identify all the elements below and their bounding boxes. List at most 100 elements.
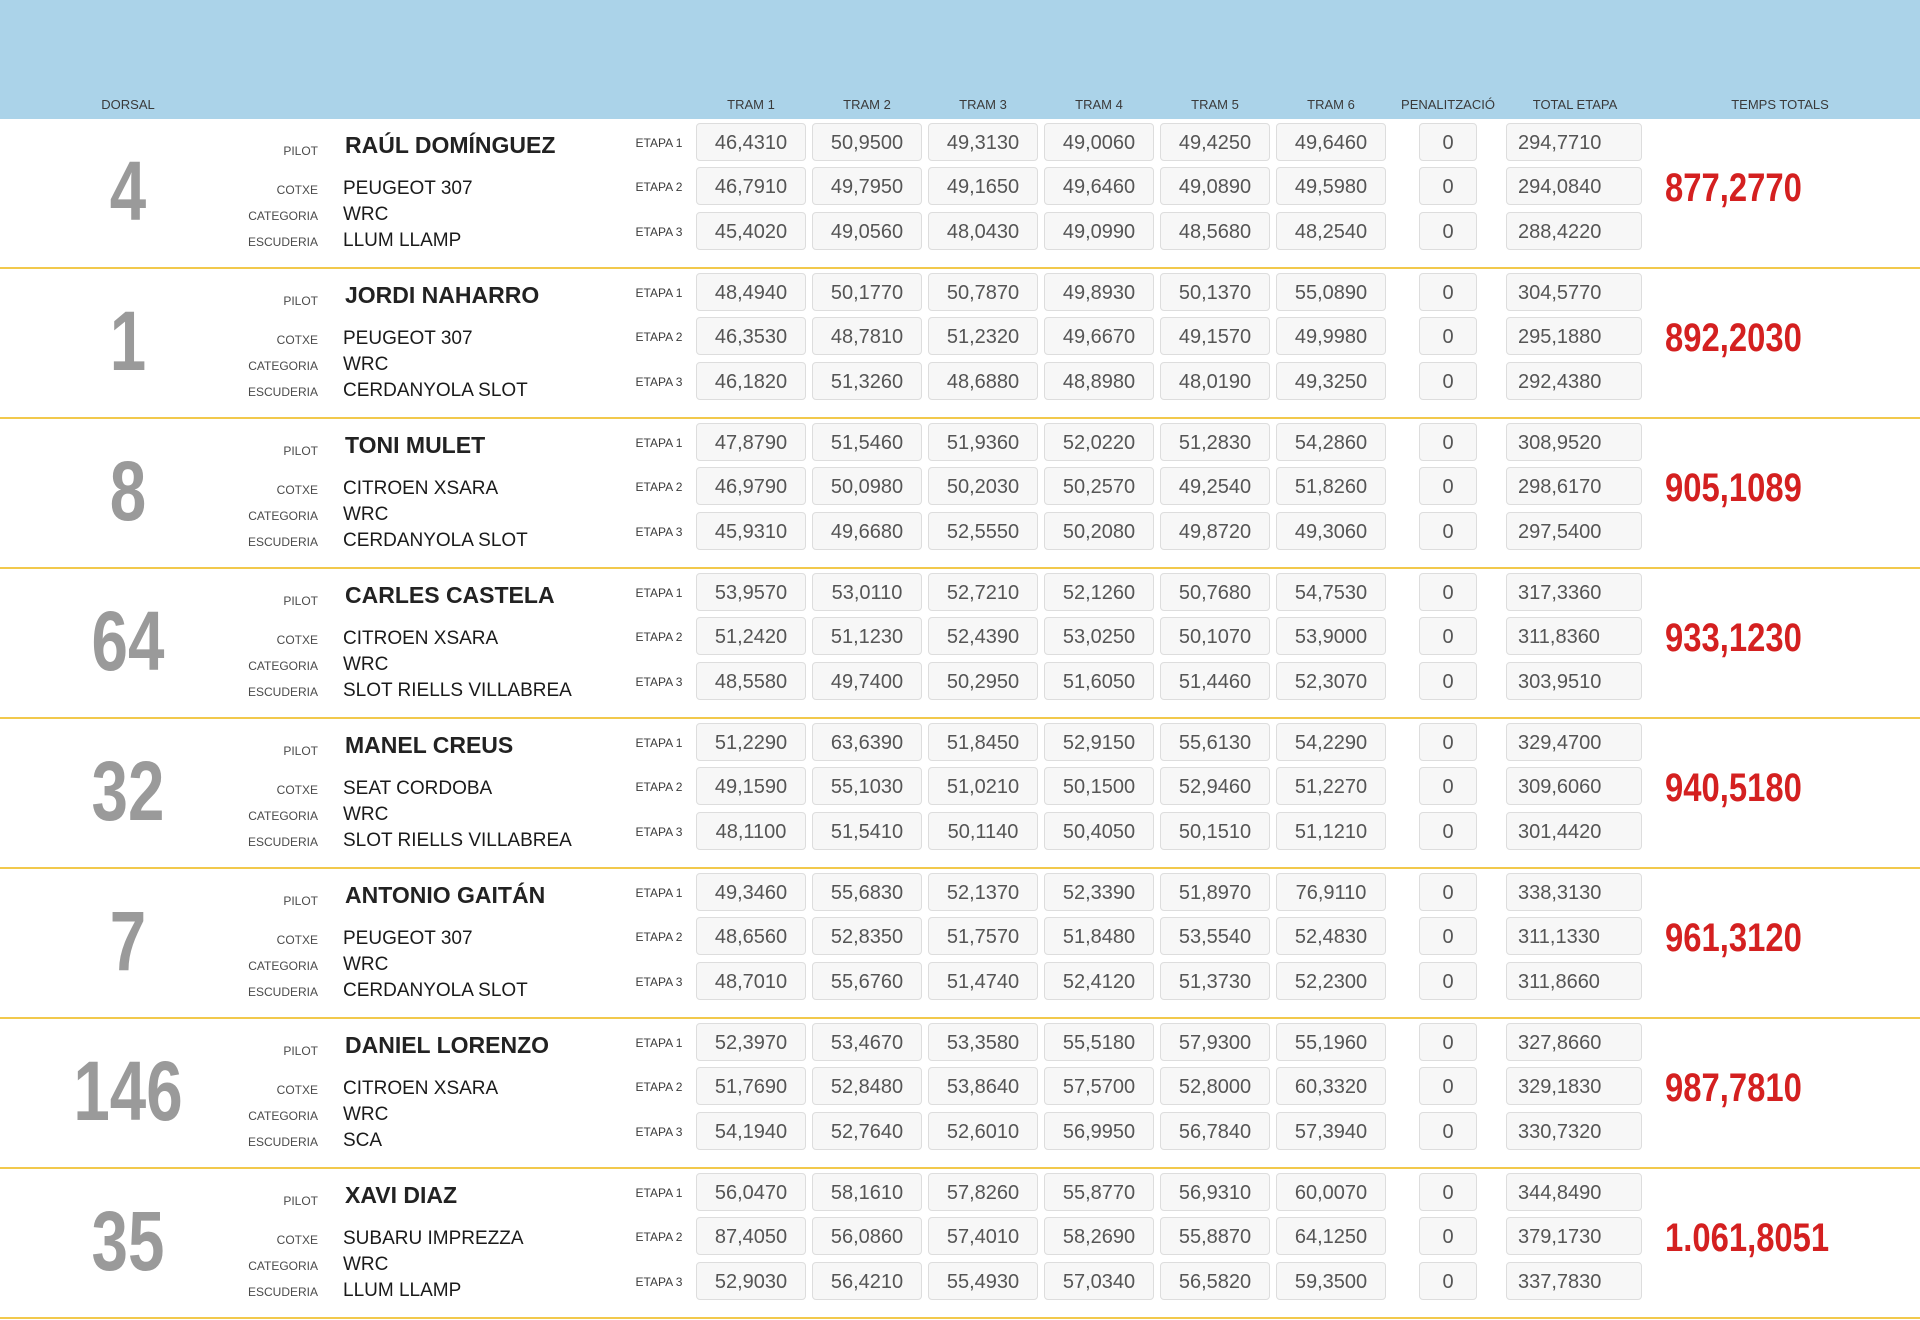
total-etapa-cell: 338,3130 — [1506, 873, 1642, 911]
categoria-label: CATEGORIA — [248, 959, 318, 973]
total-etapa-cell: 317,3360 — [1506, 573, 1642, 611]
tram-time-cell: 49,0560 — [812, 212, 922, 250]
cotxe-value: PEUGEOT 307 — [343, 328, 473, 349]
escuderia-label: ESCUDERIA — [247, 535, 318, 549]
tram-time-cell: 49,7950 — [812, 167, 922, 205]
entry-row: 146 PILOT DANIEL LORENZO COTXE CITROEN XSARA… — [0, 1019, 1920, 1169]
tram-time-cell: 48,6560 — [696, 917, 806, 955]
categoria-label: CATEGORIA — [248, 209, 318, 223]
tram-time-cell: 49,0890 — [1160, 167, 1270, 205]
categoria-label: CATEGORIA — [248, 509, 318, 523]
tram-time-cell: 59,3500 — [1276, 1262, 1386, 1300]
tram-time-cell: 52,7210 — [928, 573, 1038, 611]
tram-time-cell: 49,6460 — [1044, 167, 1154, 205]
tram-time-cell: 46,4310 — [696, 123, 806, 161]
escuderia-value: SCA — [343, 1130, 383, 1151]
tram-time-cell: 50,1140 — [928, 812, 1038, 850]
tram-time-cell: 58,1610 — [812, 1173, 922, 1211]
penalitzacio-cell: 0 — [1419, 317, 1477, 355]
escuderia-label: ESCUDERIA — [247, 985, 318, 999]
categoria-value: WRC — [343, 354, 389, 375]
dorsal-header: DORSAL — [101, 97, 155, 112]
categoria-value: WRC — [343, 1104, 389, 1125]
entry-row: 35 PILOT XAVI DIAZ COTXE SUBARU IMPREZZA CATE… — [0, 1169, 1920, 1319]
tram-time-cell: 50,2030 — [928, 467, 1038, 505]
tram-time-cell: 49,0060 — [1044, 123, 1154, 161]
etapa-label: ETAPA 1 — [635, 1186, 683, 1200]
tram-2-header: TRAM 2 — [843, 97, 891, 112]
tram-time-cell: 50,7680 — [1160, 573, 1270, 611]
etapa-label: ETAPA 2 — [635, 780, 683, 794]
tram-time-cell: 57,0340 — [1044, 1262, 1154, 1300]
entry-row: 32 PILOT MANEL CREUS COTXE SEAT CORDOBA CATEG… — [0, 719, 1920, 869]
escuderia-value: CERDANYOLA SLOT — [343, 380, 528, 401]
tram-time-cell: 45,4020 — [696, 212, 806, 250]
tram-1-header: TRAM 1 — [727, 97, 775, 112]
tram-time-cell: 76,9110 — [1276, 873, 1386, 911]
entry-row: 7 PILOT ANTONIO GAITÁN COTXE PEUGEOT 307 CATE… — [0, 869, 1920, 1019]
cotxe-label: COTXE — [276, 783, 318, 797]
tram-time-cell: 53,0250 — [1044, 617, 1154, 655]
penalitzacio-cell: 0 — [1419, 1067, 1477, 1105]
tram-time-cell: 64,1250 — [1276, 1217, 1386, 1255]
tram-time-cell: 50,2570 — [1044, 467, 1154, 505]
cotxe-value: SUBARU IMPREZZA — [343, 1228, 524, 1249]
tram-time-cell: 51,8970 — [1160, 873, 1270, 911]
penalitzacio-cell: 0 — [1419, 123, 1477, 161]
pilot-name: JORDI NAHARRO — [345, 282, 540, 308]
cotxe-value: PEUGEOT 307 — [343, 928, 473, 949]
tram-time-cell: 48,2540 — [1276, 212, 1386, 250]
pilot-name: TONI MULET — [345, 432, 486, 458]
penalitzacio-cell: 0 — [1419, 423, 1477, 461]
escuderia-label: ESCUDERIA — [247, 835, 318, 849]
tram-time-cell: 55,6760 — [812, 962, 922, 1000]
etapa-label: ETAPA 1 — [635, 286, 683, 300]
tram-time-cell: 51,3730 — [1160, 962, 1270, 1000]
tram-time-cell: 49,7400 — [812, 662, 922, 700]
tram-time-cell: 49,2540 — [1160, 467, 1270, 505]
categoria-label: CATEGORIA — [248, 1109, 318, 1123]
tram-time-cell: 54,2290 — [1276, 723, 1386, 761]
tram-time-cell: 47,8790 — [696, 423, 806, 461]
tram-time-cell: 57,8260 — [928, 1173, 1038, 1211]
tram-time-cell: 49,0990 — [1044, 212, 1154, 250]
tram-time-cell: 51,9360 — [928, 423, 1038, 461]
pilot-label: PILOT — [283, 744, 318, 758]
etapa-label: ETAPA 2 — [635, 930, 683, 944]
etapa-label: ETAPA 3 — [635, 375, 683, 389]
tram-time-cell: 51,2290 — [696, 723, 806, 761]
tram-time-cell: 56,4210 — [812, 1262, 922, 1300]
cotxe-label: COTXE — [276, 183, 318, 197]
tram-time-cell: 49,6680 — [812, 512, 922, 550]
tram-time-cell: 48,5580 — [696, 662, 806, 700]
penalitzacio-cell: 0 — [1419, 1262, 1477, 1300]
tram-time-cell: 49,5980 — [1276, 167, 1386, 205]
cotxe-label: COTXE — [276, 633, 318, 647]
total-etapa-cell: 294,7710 — [1506, 123, 1642, 161]
total-etapa-cell: 294,0840 — [1506, 167, 1642, 205]
pilot-name: CARLES CASTELA — [345, 582, 555, 608]
tram-time-cell: 60,0070 — [1276, 1173, 1386, 1211]
tram-time-cell: 53,0110 — [812, 573, 922, 611]
tram-time-cell: 55,8770 — [1044, 1173, 1154, 1211]
penalitzacio-cell: 0 — [1419, 1112, 1477, 1150]
penalitzacio-cell: 0 — [1419, 273, 1477, 311]
tram-time-cell: 57,3940 — [1276, 1112, 1386, 1150]
tram-time-cell: 52,1370 — [928, 873, 1038, 911]
etapa-label: ETAPA 3 — [635, 675, 683, 689]
cotxe-value: SEAT CORDOBA — [343, 778, 493, 799]
tram-time-cell: 52,8000 — [1160, 1067, 1270, 1105]
tram-time-cell: 51,2420 — [696, 617, 806, 655]
tram-time-cell: 53,5540 — [1160, 917, 1270, 955]
tram-time-cell: 51,1230 — [812, 617, 922, 655]
pilot-name: RAÚL DOMÍNGUEZ — [345, 132, 556, 158]
escuderia-value: CERDANYOLA SLOT — [343, 530, 528, 551]
tram-time-cell: 52,2300 — [1276, 962, 1386, 1000]
total-etapa-cell: 329,1830 — [1506, 1067, 1642, 1105]
tram-time-cell: 54,7530 — [1276, 573, 1386, 611]
penalitzacio-cell: 0 — [1419, 467, 1477, 505]
tram-time-cell: 46,3530 — [696, 317, 806, 355]
entry-row: 4 PILOT RAÚL DOMÍNGUEZ COTXE PEUGEOT 307 CATE… — [0, 119, 1920, 269]
etapa-label: ETAPA 3 — [635, 975, 683, 989]
tram-time-cell: 50,2080 — [1044, 512, 1154, 550]
